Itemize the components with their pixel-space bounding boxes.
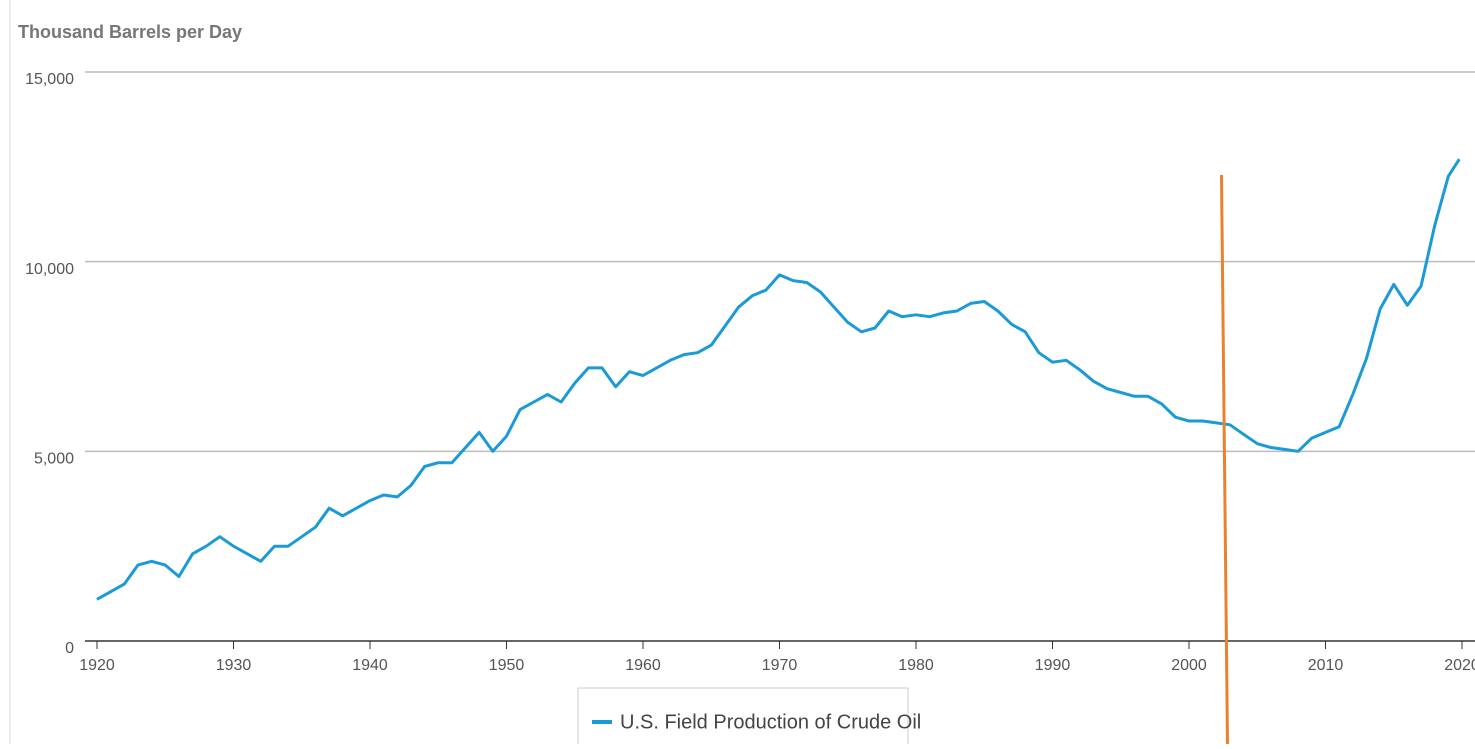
x-tick-label: 1930 [216, 657, 252, 674]
x-tick-label: 2000 [1171, 657, 1207, 674]
y-tick-label: 15,000 [25, 71, 74, 88]
x-tick-label: 1960 [625, 657, 661, 674]
legend-box [577, 687, 909, 749]
x-tick-label: 2010 [1308, 657, 1344, 674]
x-tick-label: 1990 [1035, 657, 1071, 674]
marker-line [1219, 174, 1229, 745]
x-tick-label: 1950 [489, 657, 525, 674]
y-tick-label: 10,000 [25, 261, 74, 278]
x-tick-label: 1940 [352, 657, 388, 674]
y-tick-label: 5,000 [34, 451, 74, 468]
line-series [96, 158, 1461, 601]
y-axis-title: Thousand Barrels per Day [18, 22, 242, 42]
x-tick-label: 2020 [1444, 657, 1475, 674]
legend-label: U.S. Field Production of Crude Oil [620, 711, 921, 733]
x-tick-label: 1980 [898, 657, 934, 674]
x-tick-label: 1970 [762, 657, 798, 674]
x-tick-label: 1920 [79, 657, 115, 674]
y-tick-label: 0 [65, 640, 74, 657]
